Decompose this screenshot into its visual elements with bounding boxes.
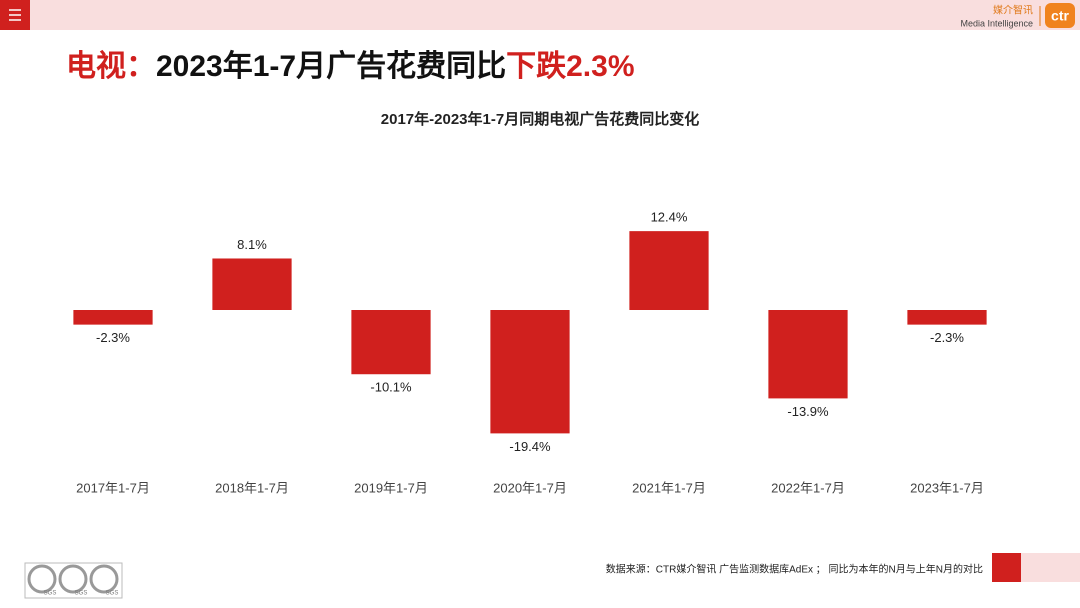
x-tick-label: 2022年1-7月 xyxy=(771,480,845,495)
x-tick-label: 2018年1-7月 xyxy=(215,480,289,495)
value-label: -10.1% xyxy=(370,380,412,395)
value-label: -19.4% xyxy=(509,439,551,454)
bar xyxy=(73,310,153,325)
x-tick-label: 2021年1-7月 xyxy=(632,480,706,495)
headline-part: 下跌2.3% xyxy=(506,50,634,83)
headline-part: 电视： xyxy=(66,50,156,83)
source-note: 数据来源：CTR媒介智讯 广告监测数据库AdEx ； 同比为本年的N月与上年N月… xyxy=(606,563,983,576)
badge xyxy=(27,564,57,594)
bar xyxy=(490,310,570,434)
x-tick-label: 2019年1-7月 xyxy=(354,480,428,495)
certification-badges: SGS SGS SGS xyxy=(24,562,123,599)
value-label: -2.3% xyxy=(96,330,130,345)
brand-cn: 媒介智讯 xyxy=(993,4,1033,17)
footer-square xyxy=(992,553,1021,582)
headline-part: 2023年1-7月广告花费同比 xyxy=(156,50,506,83)
x-tick-label: 2017年1-7月 xyxy=(76,480,150,495)
brand-logo xyxy=(1045,3,1075,28)
badge-frame xyxy=(24,562,123,599)
menu-icon xyxy=(9,9,21,21)
value-label: -13.9% xyxy=(787,404,829,419)
badge-label: SGS xyxy=(75,591,88,597)
top-bar xyxy=(0,0,1080,30)
bar xyxy=(212,258,292,310)
badge-label: SGS xyxy=(44,591,57,597)
bar xyxy=(629,231,709,310)
value-label: 8.1% xyxy=(237,237,267,252)
bar xyxy=(768,310,848,399)
x-tick-label: 2023年1-7月 xyxy=(910,480,984,495)
value-label: 12.4% xyxy=(651,210,688,225)
value-label: -2.3% xyxy=(930,330,964,345)
badge-label: SGS xyxy=(106,591,119,597)
brand-en: Media Intelligence xyxy=(960,18,1033,28)
brand-logo-text: ctr xyxy=(1051,8,1069,24)
chart-title: 2017年-2023年1-7月同期电视广告花费同比变化 xyxy=(381,110,699,128)
headline: 电视：2023年1-7月广告花费同比下跌2.3% xyxy=(66,50,635,83)
x-tick-label: 2020年1-7月 xyxy=(493,480,567,495)
bar xyxy=(907,310,987,325)
bar xyxy=(351,310,431,375)
badge xyxy=(58,564,88,594)
badge xyxy=(89,564,119,594)
